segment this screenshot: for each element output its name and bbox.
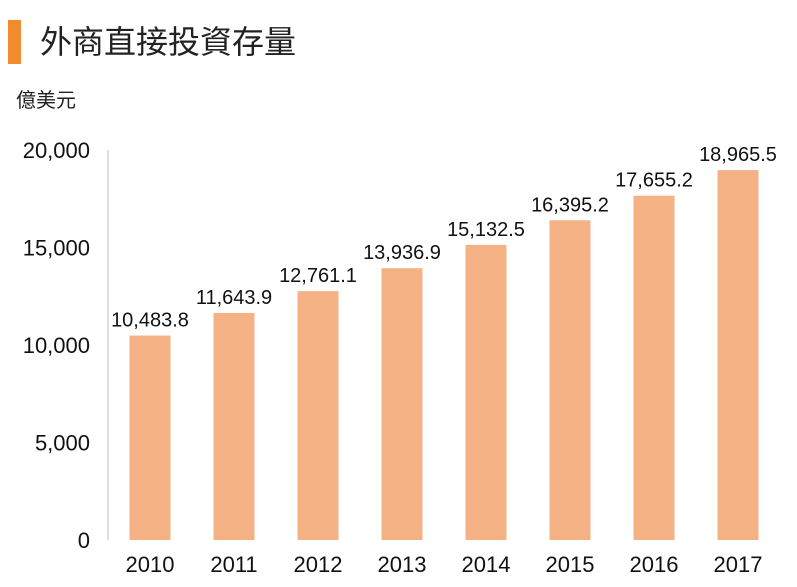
bar-value-label: 10,483.8	[111, 310, 189, 332]
y-tick-label: 15,000	[23, 236, 90, 261]
x-tick-label: 2017	[714, 552, 763, 577]
bars-group: 10,483.8 11,643.9 12,761.1 13,936.9 15,132.5…	[111, 144, 777, 541]
bar	[633, 195, 675, 540]
bar	[129, 335, 171, 540]
bar-value-label: 16,395.2	[531, 194, 609, 216]
bar	[549, 220, 591, 541]
y-tick-label: 20,000	[23, 138, 90, 163]
y-tick-label: 0	[78, 528, 90, 553]
bar	[465, 244, 507, 540]
bar-value-label: 12,761.1	[279, 265, 357, 287]
y-axis-ticks: 0 5,000 10,000 15,000 20,000	[23, 138, 90, 553]
x-tick-label: 2014	[462, 552, 511, 577]
y-axis-unit-label: 億美元	[16, 88, 76, 112]
bar	[213, 312, 255, 540]
x-tick-label: 2013	[378, 552, 427, 577]
x-tick-label: 2011	[210, 552, 257, 577]
x-tick-label: 2015	[546, 552, 595, 577]
x-tick-label: 2010	[126, 552, 175, 577]
bar-value-label: 15,132.5	[447, 219, 525, 241]
bar-value-label: 18,965.5	[699, 144, 777, 166]
y-tick-label: 10,000	[23, 333, 90, 358]
x-tick-label: 2016	[630, 552, 679, 577]
page-title: 外商直接投資存量	[40, 23, 297, 61]
bar	[297, 291, 339, 540]
bar-value-label: 17,655.2	[615, 170, 693, 192]
bar	[717, 170, 759, 541]
y-tick-label: 5,000	[35, 431, 90, 456]
title-accent-bar	[8, 20, 21, 64]
bar-value-label: 13,936.9	[363, 242, 441, 264]
x-axis-labels: 2010 2011 2012 2013 2014 2015 2016 2017	[126, 552, 763, 577]
bar	[381, 268, 423, 540]
bar-value-label: 11,643.9	[196, 287, 272, 309]
x-tick-label: 2012	[294, 552, 343, 577]
